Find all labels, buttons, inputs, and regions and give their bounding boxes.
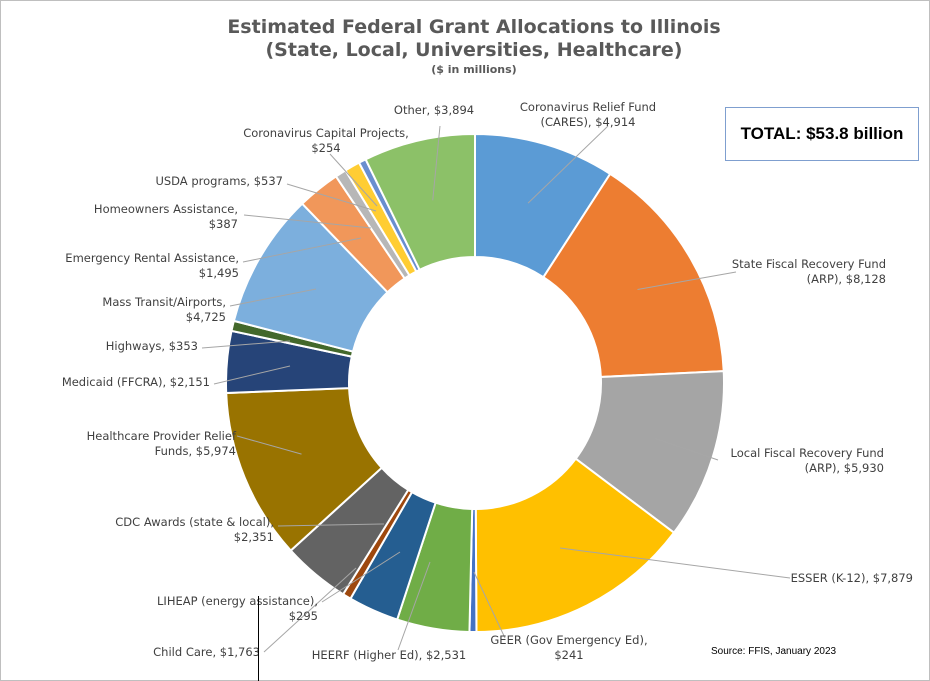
slice-label-line: Healthcare Provider Relief bbox=[87, 429, 237, 443]
slice-label-line: HEERF (Higher Ed), $2,531 bbox=[312, 648, 466, 662]
leader-line bbox=[242, 237, 362, 263]
slice-label-line: $4,725 bbox=[186, 310, 226, 324]
slice-label-line: GEER (Gov Emergency Ed), bbox=[490, 633, 647, 647]
slice-label: Medicaid (FFCRA), $2,151 bbox=[62, 375, 210, 389]
donut-slice bbox=[542, 172, 725, 379]
slice-label-line: $2,351 bbox=[234, 530, 274, 544]
slice-label: Emergency Rental Assistance, $1,495 bbox=[65, 251, 239, 280]
slice-label: Other, $3,894 bbox=[394, 103, 474, 117]
leader-line bbox=[213, 365, 291, 385]
slice-label: State Fiscal Recovery Fund (ARP), $8,128 bbox=[732, 257, 886, 286]
leader-line bbox=[236, 435, 302, 455]
slice-label-line: Coronavirus Capital Projects, bbox=[243, 126, 409, 140]
chart-units-note: ($ in millions) bbox=[431, 63, 516, 76]
slice-label: Mass Transit/Airports, $4,725 bbox=[102, 295, 226, 324]
slice-label: Local Fiscal Recovery Fund (ARP), $5,930 bbox=[731, 446, 885, 475]
leader-line bbox=[277, 523, 385, 527]
leader-line bbox=[229, 288, 317, 307]
slice-label: ESSER (K-12), $7,879 bbox=[791, 571, 913, 585]
leader-line bbox=[263, 567, 357, 653]
slice-label-line: (ARP), $8,128 bbox=[807, 272, 886, 286]
slice-label: Coronavirus Relief Fund (CARES), $4,914 bbox=[520, 100, 656, 129]
donut-slice bbox=[364, 132, 476, 272]
slice-label-line: Coronavirus Relief Fund bbox=[520, 100, 656, 114]
slice-label-line: $295 bbox=[289, 609, 318, 623]
leader-line bbox=[654, 437, 719, 461]
slice-label: LIHEAP (energy assistance), $295 bbox=[157, 594, 318, 623]
slice-label: Highways, $353 bbox=[106, 339, 198, 353]
slice-label-line: Mass Transit/Airports, bbox=[102, 295, 226, 309]
leader-line bbox=[201, 340, 291, 349]
donut-slice bbox=[474, 457, 676, 634]
slice-label-line: Highways, $353 bbox=[106, 339, 198, 353]
leader-line bbox=[243, 214, 372, 229]
source-note: Source: FFIS, January 2023 bbox=[711, 646, 837, 657]
slice-label-line: (CARES), $4,914 bbox=[541, 115, 636, 129]
slice-labels: Coronavirus Relief Fund (CARES), $4,914 St… bbox=[62, 100, 913, 662]
leader-line bbox=[473, 571, 506, 639]
slice-label-line: State Fiscal Recovery Fund bbox=[732, 257, 886, 271]
slice-label: Child Care, $1,763 bbox=[153, 645, 260, 659]
chart-subtitle: (State, Local, Universities, Healthcare) bbox=[266, 39, 683, 61]
chart-title: Estimated Federal Grant Allocations to I… bbox=[227, 16, 720, 38]
leader-line bbox=[321, 551, 401, 603]
leader-line bbox=[637, 271, 737, 290]
leader-lines bbox=[201, 125, 791, 653]
slice-label-line: Medicaid (FFCRA), $2,151 bbox=[62, 375, 210, 389]
slice-label-line: $1,495 bbox=[199, 266, 239, 280]
slice-label-line: Funds, $5,974 bbox=[155, 444, 236, 458]
slice-label-line: LIHEAP (energy assistance), bbox=[157, 594, 318, 608]
left-rule-line bbox=[258, 596, 259, 681]
slice-label-line: (ARP), $5,930 bbox=[805, 461, 884, 475]
slice-label-line: Other, $3,894 bbox=[394, 103, 474, 117]
slice-label-line: Child Care, $1,763 bbox=[153, 645, 260, 659]
slice-label-line: Local Fiscal Recovery Fund bbox=[731, 446, 885, 460]
leader-line bbox=[397, 561, 431, 651]
slice-label-line: Emergency Rental Assistance, bbox=[65, 251, 239, 265]
slice-label: HEERF (Higher Ed), $2,531 bbox=[312, 648, 466, 662]
slice-label: Coronavirus Capital Projects, $254 bbox=[243, 126, 409, 155]
leader-line bbox=[527, 125, 609, 204]
slice-label: GEER (Gov Emergency Ed), $241 bbox=[490, 633, 647, 662]
total-box: TOTAL: $53.8 billion bbox=[725, 107, 919, 161]
slice-label: Healthcare Provider Relief Funds, $5,974 bbox=[87, 429, 237, 458]
leader-line bbox=[559, 547, 791, 579]
slice-label-line: $387 bbox=[209, 217, 238, 231]
slice-label-line: $241 bbox=[554, 648, 583, 662]
slice-label-line: ESSER (K-12), $7,879 bbox=[791, 571, 913, 585]
donut-slices bbox=[225, 132, 725, 634]
leader-line bbox=[286, 183, 377, 212]
slice-label-line: Homeowners Assistance, bbox=[94, 202, 238, 216]
slice-label-line: USDA programs, $537 bbox=[155, 174, 283, 188]
leader-line bbox=[432, 125, 441, 201]
slice-label: Homeowners Assistance, $387 bbox=[94, 202, 238, 231]
slice-label-line: $254 bbox=[311, 141, 340, 155]
slice-label: CDC Awards (state & local), $2,351 bbox=[115, 515, 274, 544]
slice-label-line: CDC Awards (state & local), bbox=[115, 515, 274, 529]
slice-label: USDA programs, $537 bbox=[155, 174, 283, 188]
leader-line bbox=[329, 153, 378, 207]
